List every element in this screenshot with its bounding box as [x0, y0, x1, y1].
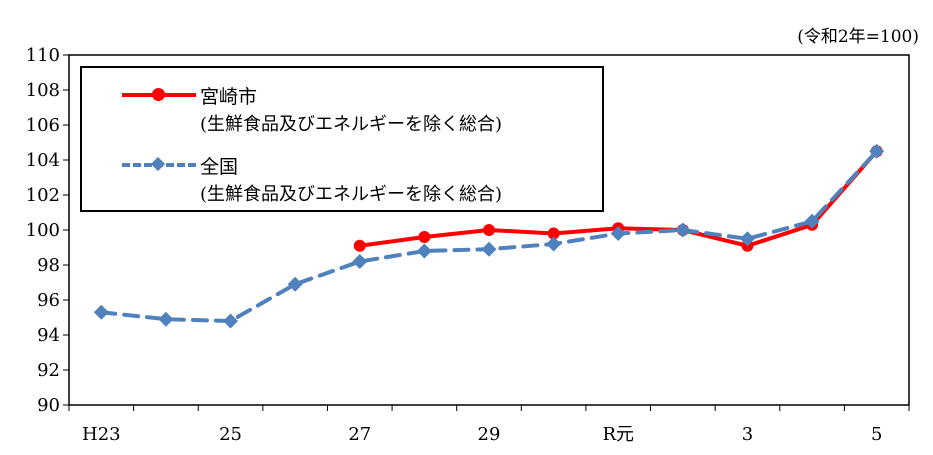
data-point-diamond [158, 311, 174, 327]
series-layer [93, 143, 885, 329]
data-point-diamond [610, 226, 626, 241]
data-point-diamond [869, 143, 885, 159]
x-axis: H23 25 27 29 R元 3 5 [68, 405, 910, 445]
y-tick-label: 94 [37, 325, 60, 346]
data-point-circle [483, 224, 495, 236]
y-tick-label: 110 [26, 45, 60, 66]
y-tick-label: 106 [26, 115, 60, 136]
data-point-diamond [93, 304, 109, 320]
y-tick-label: 90 [37, 395, 60, 416]
x-tick-label: 27 [348, 424, 371, 445]
base-year-note: (令和2年=100) [797, 27, 919, 47]
data-point-diamond [675, 222, 691, 238]
x-tick-label: 25 [219, 424, 242, 445]
y-tick-label: 92 [37, 360, 60, 381]
x-tick-label: 29 [478, 424, 501, 445]
data-point-diamond [352, 254, 368, 269]
y-tick-label: 98 [37, 255, 60, 276]
data-point-diamond [481, 241, 497, 257]
y-tick-label: 104 [26, 150, 60, 171]
y-tick-label: 96 [37, 290, 60, 311]
y-tick-label: 108 [26, 80, 60, 101]
legend-sublabel-miyazaki: (生鮮食品及びエネルギーを除く総合) [200, 114, 503, 135]
legend-label-national: 全国 [200, 156, 239, 178]
data-point-diamond [223, 313, 239, 329]
x-tick-label: 3 [742, 424, 753, 445]
y-axis: 110 108 106 104 102 100 98 96 94 92 90 [26, 45, 69, 416]
data-point-circle [547, 227, 560, 240]
data-point-circle [353, 239, 366, 252]
data-point-diamond [739, 231, 755, 247]
y-tick-label: 102 [26, 185, 60, 206]
legend-label-miyazaki: 宮崎市 [200, 86, 258, 108]
legend: 宮崎市 (生鮮食品及びエネルギーを除く総合) 全国 (生鮮食品及びエネルギーを除… [80, 66, 604, 212]
data-point-diamond [287, 276, 303, 292]
y-tick-label: 100 [26, 220, 60, 241]
x-tick-label: H23 [82, 424, 121, 445]
legend-marker-diamond [150, 156, 166, 172]
x-tick-label: R元 [602, 424, 634, 445]
data-point-diamond [546, 236, 562, 252]
legend-sublabel-national: (生鮮食品及びエネルギーを除く総合) [200, 184, 503, 205]
x-tick-label: 5 [871, 424, 882, 445]
data-point-circle [418, 231, 431, 243]
data-point-diamond [416, 243, 432, 259]
legend-marker-circle [152, 88, 165, 101]
data-point-diamond [804, 213, 820, 229]
